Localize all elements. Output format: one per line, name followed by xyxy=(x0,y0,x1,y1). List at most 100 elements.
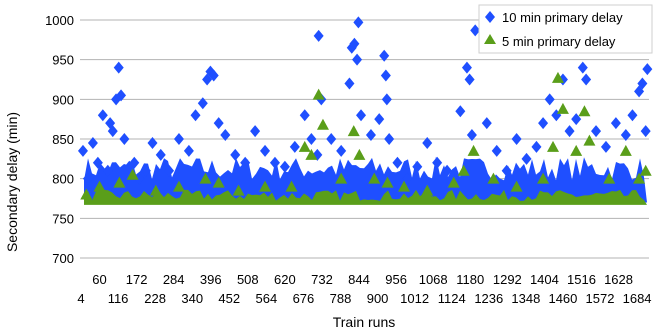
point-10min xyxy=(627,109,638,122)
point-10min xyxy=(511,133,522,145)
point-5min xyxy=(80,188,93,200)
x-tick-label: 732 xyxy=(311,272,333,287)
dense-band-10min xyxy=(84,156,647,203)
point-5min xyxy=(421,184,434,196)
point-10min xyxy=(422,136,433,149)
point-5min xyxy=(347,125,360,137)
point-5min xyxy=(570,144,583,156)
y-axis-title: Secondary delay (min) xyxy=(4,112,20,252)
x-tick-label: 1404 xyxy=(530,272,559,287)
point-10min xyxy=(119,133,130,145)
point-10min xyxy=(591,125,602,138)
point-5min xyxy=(126,168,139,180)
dense-band-5min xyxy=(84,189,647,205)
point-5min xyxy=(232,184,245,196)
x-tick-label: 60 xyxy=(92,272,106,287)
point-10min xyxy=(640,125,651,138)
x-tick-label: 228 xyxy=(144,291,166,306)
legend-label-5min: 5 min primary delay xyxy=(502,34,616,49)
point-5min xyxy=(583,134,596,146)
point-10min xyxy=(197,97,208,110)
point-5min xyxy=(398,180,411,192)
point-10min xyxy=(279,160,290,173)
point-5min xyxy=(578,105,591,117)
x-tick-label: 172 xyxy=(126,272,148,287)
point-10min xyxy=(600,140,611,153)
point-10min xyxy=(470,24,481,37)
point-10min xyxy=(344,77,355,90)
y-tick-label: 800 xyxy=(52,172,74,187)
point-5min xyxy=(285,180,298,192)
point-10min xyxy=(379,49,390,62)
point-5min xyxy=(639,164,652,176)
point-10min xyxy=(147,136,158,149)
point-5min xyxy=(316,118,329,130)
point-10min xyxy=(581,73,592,86)
point-5min xyxy=(603,172,616,184)
point-10min xyxy=(183,144,194,157)
point-10min xyxy=(374,113,385,126)
point-10min xyxy=(442,164,453,177)
point-5min xyxy=(212,176,225,188)
point-5min xyxy=(298,140,311,152)
legend-box xyxy=(478,4,653,54)
point-5min xyxy=(551,71,564,83)
x-tick-label: 564 xyxy=(256,291,278,306)
point-5min xyxy=(467,144,480,156)
point-10min xyxy=(134,172,145,185)
point-10min xyxy=(220,129,231,142)
y-axis-ticks: 700 750 800 850 900 950 1000 xyxy=(45,13,74,266)
point-10min xyxy=(299,109,310,122)
legend: 10 min primary delay 5 min primary delay xyxy=(478,4,653,54)
y-tick-label: 750 xyxy=(52,211,74,226)
legend-label-10min: 10 min primary delay xyxy=(502,10,623,25)
point-10min xyxy=(313,29,324,42)
point-10min xyxy=(521,152,532,165)
point-5min xyxy=(537,172,550,184)
x-tick-label: 1068 xyxy=(419,272,448,287)
point-5min xyxy=(353,148,366,160)
point-10min xyxy=(82,172,93,185)
x-tick-label: 900 xyxy=(367,291,389,306)
y-tick-label: 900 xyxy=(52,92,74,107)
y-tick-label: 850 xyxy=(52,132,74,147)
point-10min xyxy=(384,133,395,145)
point-10min xyxy=(432,156,443,169)
point-10min xyxy=(289,140,300,153)
x-tick-label: 1460 xyxy=(548,291,577,306)
point-10min xyxy=(402,172,413,185)
x-tick-label: 508 xyxy=(237,272,259,287)
point-10min xyxy=(92,156,103,169)
x-axis-title: Train runs xyxy=(333,314,396,330)
point-10min xyxy=(577,61,588,74)
y-tick-label: 700 xyxy=(52,251,74,266)
data-points xyxy=(77,16,653,200)
x-tick-label: 1180 xyxy=(456,272,484,287)
point-5min xyxy=(556,102,569,114)
point-10min xyxy=(461,61,472,74)
point-10min xyxy=(208,69,219,82)
point-5min xyxy=(305,148,318,160)
x-axis-ticks: 60 172 284 396 508 620 732 844 956 1068 1180 1292 14… xyxy=(77,272,651,306)
point-10min xyxy=(326,133,337,145)
gridlines xyxy=(80,19,649,259)
point-10min xyxy=(336,144,347,157)
point-10min xyxy=(113,61,124,74)
point-10min xyxy=(87,136,98,149)
point-10min xyxy=(140,164,151,177)
x-tick-label: 844 xyxy=(348,272,370,287)
point-5min xyxy=(172,180,185,192)
point-10min xyxy=(230,148,241,161)
point-10min xyxy=(116,89,127,102)
point-10min xyxy=(173,133,184,145)
x-tick-label: 340 xyxy=(181,291,203,306)
point-5min xyxy=(149,184,162,196)
point-10min xyxy=(353,16,364,29)
point-10min xyxy=(531,140,542,153)
point-10min xyxy=(544,93,555,106)
y-tick-label: 1000 xyxy=(45,13,74,28)
legend-triangle-icon xyxy=(484,34,496,44)
point-5min xyxy=(619,144,632,156)
point-10min xyxy=(610,117,621,130)
